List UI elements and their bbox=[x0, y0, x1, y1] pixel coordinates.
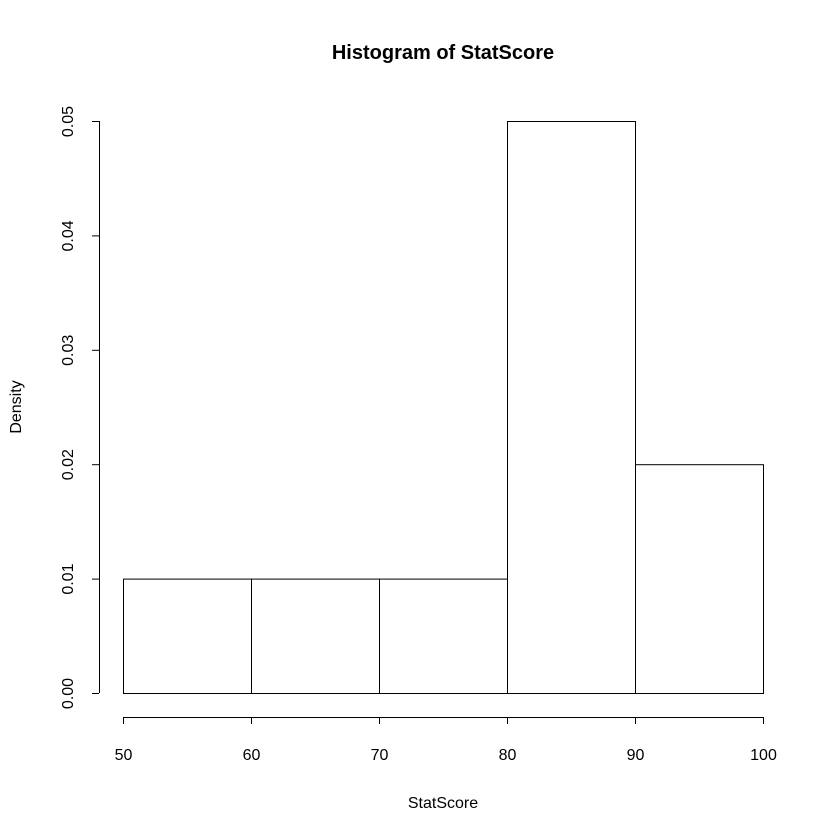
x-tick-label: 100 bbox=[750, 747, 777, 764]
x-tick-label: 60 bbox=[243, 747, 261, 764]
x-tick-label: 80 bbox=[499, 747, 517, 764]
y-tick-label: 0.00 bbox=[60, 678, 77, 709]
chart-title: Histogram of StatScore bbox=[332, 42, 554, 64]
y-axis-label: Density bbox=[8, 380, 25, 433]
histogram-bar-5 bbox=[635, 464, 764, 695]
y-tick-label: 0.01 bbox=[60, 563, 77, 594]
histogram-bar-2 bbox=[251, 578, 380, 694]
x-tick-label: 50 bbox=[115, 747, 133, 764]
histogram-bar-4 bbox=[507, 121, 636, 694]
y-tick-label: 0.03 bbox=[60, 335, 77, 366]
x-axis: 50 60 70 80 90 100 bbox=[115, 717, 777, 764]
x-axis-label: StatScore bbox=[408, 795, 478, 812]
histogram-bar-3 bbox=[379, 578, 508, 694]
x-tick-label: 90 bbox=[627, 747, 645, 764]
y-tick-label: 0.04 bbox=[60, 220, 77, 251]
y-axis: 0.00 0.01 0.02 0.03 0.04 0.05 bbox=[60, 106, 100, 709]
bars-group bbox=[123, 121, 764, 695]
y-tick-label: 0.02 bbox=[60, 449, 77, 480]
y-tick-label: 0.05 bbox=[60, 106, 77, 137]
histogram-bar-1 bbox=[123, 578, 252, 694]
x-tick-label: 70 bbox=[371, 747, 389, 764]
